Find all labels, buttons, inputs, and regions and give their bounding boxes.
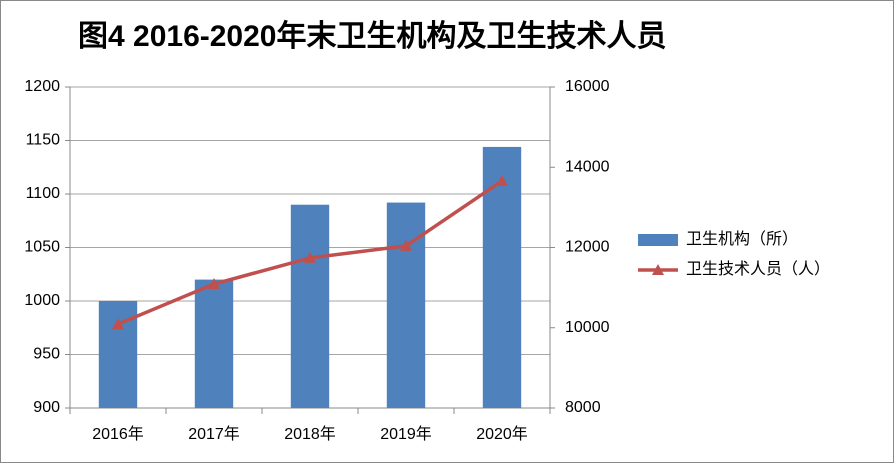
line-marker <box>112 318 124 330</box>
bar <box>290 204 330 408</box>
chart-title: 图4 2016-2020年末卫生机构及卫生技术人员 <box>78 20 667 53</box>
y2-tick-label: 16000 <box>565 78 610 95</box>
line-marker <box>496 174 508 186</box>
x-tick-label: 2018年 <box>284 425 336 443</box>
legend-marker <box>652 264 664 275</box>
x-tick-label: 2016年 <box>92 425 144 443</box>
y-tick-label: 1100 <box>26 185 61 202</box>
x-tick-label: 2020年 <box>476 425 528 443</box>
x-tick-label: 2019年 <box>380 425 432 443</box>
line-marker <box>400 239 412 251</box>
line-marker <box>304 251 316 263</box>
y2-tick-label: 10000 <box>565 319 610 336</box>
y-tick-label: 1000 <box>24 292 60 309</box>
bar <box>482 146 522 409</box>
y-tick-label: 900 <box>33 399 60 416</box>
y-tick-label: 1200 <box>24 78 60 95</box>
y2-tick-label: 8000 <box>565 399 601 416</box>
bar <box>386 202 426 408</box>
y-tick-label: 1150 <box>26 132 61 149</box>
y2-tick-label: 12000 <box>565 239 610 256</box>
legend-label: 卫生机构（所） <box>686 230 798 248</box>
x-tick-label: 2017年 <box>188 425 240 443</box>
legend-swatch <box>638 234 678 246</box>
bar <box>194 279 234 408</box>
y-tick-label: 950 <box>33 346 60 363</box>
y-tick-label: 1050 <box>24 239 60 256</box>
legend-label: 卫生技术人员（人） <box>686 260 830 278</box>
line-marker <box>208 278 220 290</box>
y2-tick-label: 14000 <box>565 158 610 175</box>
